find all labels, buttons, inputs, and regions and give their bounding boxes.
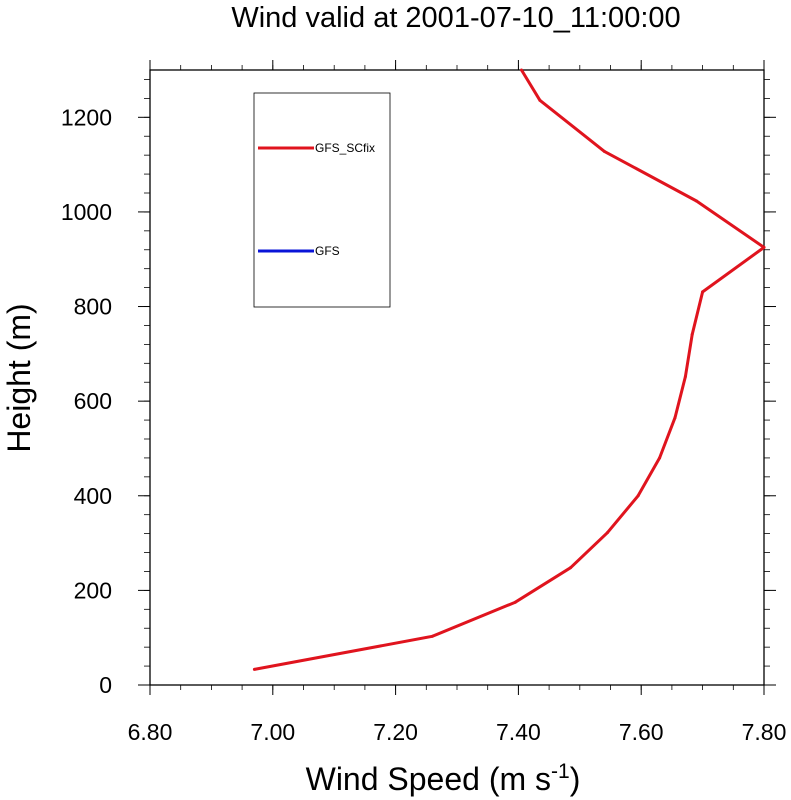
data-point bbox=[658, 456, 662, 460]
data-point bbox=[569, 566, 573, 570]
x-axis: 6.80 7.00 7.20 7.40 7.60 7.80 bbox=[128, 60, 787, 745]
legend-box bbox=[253, 92, 391, 308]
legend-label: GFS bbox=[315, 244, 340, 258]
x-tick-label: 7.80 bbox=[742, 719, 787, 745]
data-point bbox=[762, 245, 766, 249]
x-tick-label: 7.00 bbox=[250, 719, 295, 745]
legend: GFS_SCfix GFS bbox=[253, 92, 391, 308]
data-point bbox=[701, 290, 705, 294]
data-point bbox=[683, 375, 687, 379]
series-layer bbox=[252, 68, 766, 671]
x-axis-label-superscript: -1 bbox=[551, 760, 570, 783]
y-tick-label: 600 bbox=[74, 388, 112, 414]
y-tick-label: 200 bbox=[74, 577, 112, 603]
plot-frame bbox=[149, 69, 765, 686]
data-point bbox=[636, 494, 640, 498]
x-tick-label: 7.20 bbox=[373, 719, 418, 745]
y-tick-label: 800 bbox=[74, 294, 112, 320]
data-point bbox=[694, 199, 698, 203]
data-point bbox=[538, 98, 542, 102]
y-axis-label: Height (m) bbox=[1, 303, 37, 452]
data-point bbox=[252, 667, 256, 671]
data-point bbox=[513, 600, 517, 604]
chart-title: Wind valid at 2001-07-10_11:00:00 bbox=[231, 2, 680, 34]
y-axis: 0 200 400 600 800 1000 1200 bbox=[61, 104, 776, 698]
data-point bbox=[519, 68, 523, 72]
data-point bbox=[605, 531, 609, 535]
y-tick-label: 400 bbox=[74, 483, 112, 509]
data-point bbox=[430, 634, 434, 638]
x-axis-label: Wind Speed (m s-1) bbox=[306, 760, 581, 797]
y-tick-label: 1200 bbox=[61, 104, 112, 130]
series-line-gfs-scfix bbox=[254, 69, 766, 671]
y-tick-label: 0 bbox=[99, 672, 112, 698]
minor-ticks bbox=[144, 65, 770, 690]
data-point bbox=[690, 332, 694, 336]
x-tick-label: 6.80 bbox=[128, 719, 173, 745]
data-point bbox=[673, 416, 677, 420]
x-tick-label: 7.40 bbox=[496, 719, 541, 745]
legend-label: GFS_SCfix bbox=[315, 141, 375, 155]
x-axis-label-close: ) bbox=[570, 761, 581, 797]
y-tick-label: 1000 bbox=[61, 199, 112, 225]
x-axis-label-main: Wind Speed (m s bbox=[306, 761, 551, 797]
x-tick-label: 7.60 bbox=[619, 719, 664, 745]
data-point bbox=[602, 149, 606, 153]
